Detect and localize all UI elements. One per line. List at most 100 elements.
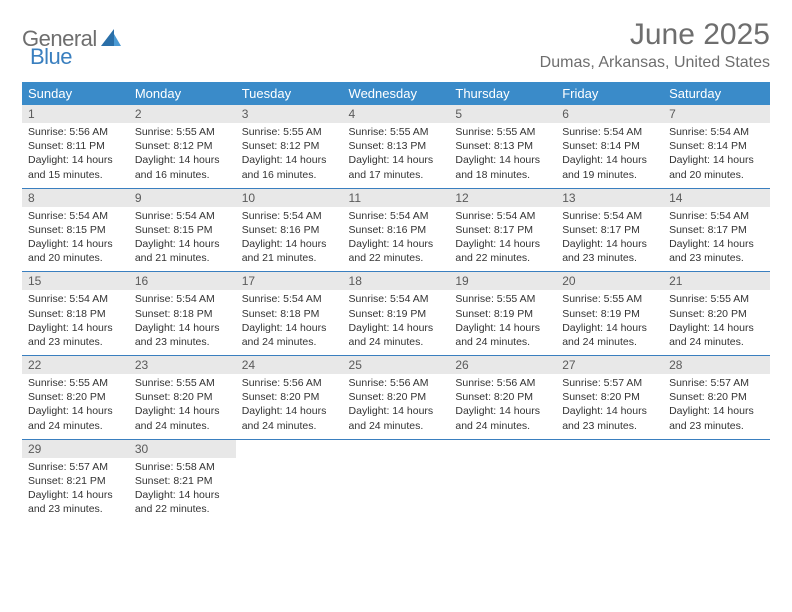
day-details: Sunrise: 5:56 AMSunset: 8:20 PMDaylight:… <box>343 374 450 439</box>
day-details: Sunrise: 5:55 AMSunset: 8:13 PMDaylight:… <box>343 123 450 188</box>
sunset-line: Sunset: 8:18 PM <box>242 307 337 321</box>
daylight-line-2: and 23 minutes. <box>562 419 657 433</box>
sunrise-line: Sunrise: 5:58 AM <box>135 460 230 474</box>
daylight-line-2: and 23 minutes. <box>669 419 764 433</box>
sunrise-line: Sunrise: 5:55 AM <box>455 125 550 139</box>
day-number: 22 <box>22 356 129 374</box>
day-details: Sunrise: 5:54 AMSunset: 8:17 PMDaylight:… <box>663 207 770 272</box>
daylight-line-2: and 23 minutes. <box>562 251 657 265</box>
daylight-line-1: Daylight: 14 hours <box>135 321 230 335</box>
logo-text-blue: Blue <box>30 44 72 69</box>
day-details: Sunrise: 5:54 AMSunset: 8:18 PMDaylight:… <box>129 290 236 355</box>
daylight-line-2: and 15 minutes. <box>28 168 123 182</box>
day-details: Sunrise: 5:54 AMSunset: 8:16 PMDaylight:… <box>343 207 450 272</box>
daylight-line-2: and 24 minutes. <box>349 335 444 349</box>
day-details: Sunrise: 5:54 AMSunset: 8:15 PMDaylight:… <box>22 207 129 272</box>
day-details: Sunrise: 5:54 AMSunset: 8:18 PMDaylight:… <box>236 290 343 355</box>
sunset-line: Sunset: 8:20 PM <box>669 307 764 321</box>
sunrise-line: Sunrise: 5:54 AM <box>28 209 123 223</box>
sunset-line: Sunset: 8:19 PM <box>562 307 657 321</box>
calendar-day-cell: 17Sunrise: 5:54 AMSunset: 8:18 PMDayligh… <box>236 272 343 356</box>
calendar-day-cell: 20Sunrise: 5:55 AMSunset: 8:19 PMDayligh… <box>556 272 663 356</box>
day-number: 6 <box>556 105 663 123</box>
daylight-line-1: Daylight: 14 hours <box>28 153 123 167</box>
day-number: 23 <box>129 356 236 374</box>
daylight-line-2: and 22 minutes. <box>135 502 230 516</box>
sunset-line: Sunset: 8:17 PM <box>669 223 764 237</box>
sunset-line: Sunset: 8:20 PM <box>349 390 444 404</box>
daylight-line-1: Daylight: 14 hours <box>562 153 657 167</box>
calendar-day-cell: 1Sunrise: 5:56 AMSunset: 8:11 PMDaylight… <box>22 105 129 188</box>
day-details: Sunrise: 5:55 AMSunset: 8:20 PMDaylight:… <box>129 374 236 439</box>
daylight-line-1: Daylight: 14 hours <box>28 404 123 418</box>
daylight-line-2: and 24 minutes. <box>28 419 123 433</box>
sunset-line: Sunset: 8:20 PM <box>562 390 657 404</box>
sunrise-line: Sunrise: 5:57 AM <box>562 376 657 390</box>
weekday-header: Friday <box>556 82 663 105</box>
calendar-empty-cell <box>449 439 556 522</box>
day-details: Sunrise: 5:57 AMSunset: 8:21 PMDaylight:… <box>22 458 129 523</box>
daylight-line-2: and 24 minutes. <box>349 419 444 433</box>
sunset-line: Sunset: 8:15 PM <box>28 223 123 237</box>
day-details: Sunrise: 5:55 AMSunset: 8:12 PMDaylight:… <box>236 123 343 188</box>
daylight-line-1: Daylight: 14 hours <box>669 321 764 335</box>
calendar-day-cell: 18Sunrise: 5:54 AMSunset: 8:19 PMDayligh… <box>343 272 450 356</box>
calendar-day-cell: 26Sunrise: 5:56 AMSunset: 8:20 PMDayligh… <box>449 356 556 440</box>
daylight-line-2: and 22 minutes. <box>349 251 444 265</box>
calendar-day-cell: 3Sunrise: 5:55 AMSunset: 8:12 PMDaylight… <box>236 105 343 188</box>
weekday-header: Sunday <box>22 82 129 105</box>
day-number: 28 <box>663 356 770 374</box>
day-details: Sunrise: 5:56 AMSunset: 8:11 PMDaylight:… <box>22 123 129 188</box>
calendar-day-cell: 4Sunrise: 5:55 AMSunset: 8:13 PMDaylight… <box>343 105 450 188</box>
day-details: Sunrise: 5:55 AMSunset: 8:12 PMDaylight:… <box>129 123 236 188</box>
daylight-line-1: Daylight: 14 hours <box>28 237 123 251</box>
day-number: 9 <box>129 189 236 207</box>
day-number: 15 <box>22 272 129 290</box>
sunrise-line: Sunrise: 5:54 AM <box>455 209 550 223</box>
day-number: 24 <box>236 356 343 374</box>
calendar-day-cell: 29Sunrise: 5:57 AMSunset: 8:21 PMDayligh… <box>22 439 129 522</box>
sunset-line: Sunset: 8:12 PM <box>242 139 337 153</box>
sunset-line: Sunset: 8:20 PM <box>135 390 230 404</box>
day-number: 27 <box>556 356 663 374</box>
sunrise-line: Sunrise: 5:55 AM <box>135 376 230 390</box>
daylight-line-2: and 23 minutes. <box>135 335 230 349</box>
day-details: Sunrise: 5:54 AMSunset: 8:17 PMDaylight:… <box>449 207 556 272</box>
daylight-line-2: and 17 minutes. <box>349 168 444 182</box>
sunrise-line: Sunrise: 5:54 AM <box>242 209 337 223</box>
sunrise-line: Sunrise: 5:56 AM <box>455 376 550 390</box>
calendar-day-cell: 7Sunrise: 5:54 AMSunset: 8:14 PMDaylight… <box>663 105 770 188</box>
calendar-empty-cell <box>343 439 450 522</box>
day-details: Sunrise: 5:55 AMSunset: 8:20 PMDaylight:… <box>663 290 770 355</box>
calendar-day-cell: 25Sunrise: 5:56 AMSunset: 8:20 PMDayligh… <box>343 356 450 440</box>
day-details: Sunrise: 5:58 AMSunset: 8:21 PMDaylight:… <box>129 458 236 523</box>
sunrise-line: Sunrise: 5:54 AM <box>135 209 230 223</box>
sunrise-line: Sunrise: 5:54 AM <box>242 292 337 306</box>
day-details: Sunrise: 5:55 AMSunset: 8:20 PMDaylight:… <box>22 374 129 439</box>
day-number: 30 <box>129 440 236 458</box>
weekday-header: Tuesday <box>236 82 343 105</box>
daylight-line-2: and 21 minutes. <box>135 251 230 265</box>
daylight-line-2: and 23 minutes. <box>28 335 123 349</box>
sunset-line: Sunset: 8:20 PM <box>669 390 764 404</box>
sunrise-line: Sunrise: 5:56 AM <box>242 376 337 390</box>
daylight-line-2: and 18 minutes. <box>455 168 550 182</box>
sunrise-line: Sunrise: 5:55 AM <box>562 292 657 306</box>
daylight-line-1: Daylight: 14 hours <box>242 321 337 335</box>
day-number: 17 <box>236 272 343 290</box>
day-number: 7 <box>663 105 770 123</box>
logo-sail-icon <box>101 29 121 52</box>
daylight-line-2: and 24 minutes. <box>455 419 550 433</box>
day-details: Sunrise: 5:57 AMSunset: 8:20 PMDaylight:… <box>556 374 663 439</box>
sunset-line: Sunset: 8:17 PM <box>455 223 550 237</box>
day-details: Sunrise: 5:57 AMSunset: 8:20 PMDaylight:… <box>663 374 770 439</box>
location: Dumas, Arkansas, United States <box>540 54 770 72</box>
sunset-line: Sunset: 8:14 PM <box>562 139 657 153</box>
sunrise-line: Sunrise: 5:54 AM <box>349 209 444 223</box>
weekday-header: Wednesday <box>343 82 450 105</box>
calendar-body: 1Sunrise: 5:56 AMSunset: 8:11 PMDaylight… <box>22 105 770 522</box>
sunset-line: Sunset: 8:13 PM <box>455 139 550 153</box>
header: General June 2025 Dumas, Arkansas, Unite… <box>22 18 770 72</box>
weekday-header: Monday <box>129 82 236 105</box>
sunset-line: Sunset: 8:12 PM <box>135 139 230 153</box>
